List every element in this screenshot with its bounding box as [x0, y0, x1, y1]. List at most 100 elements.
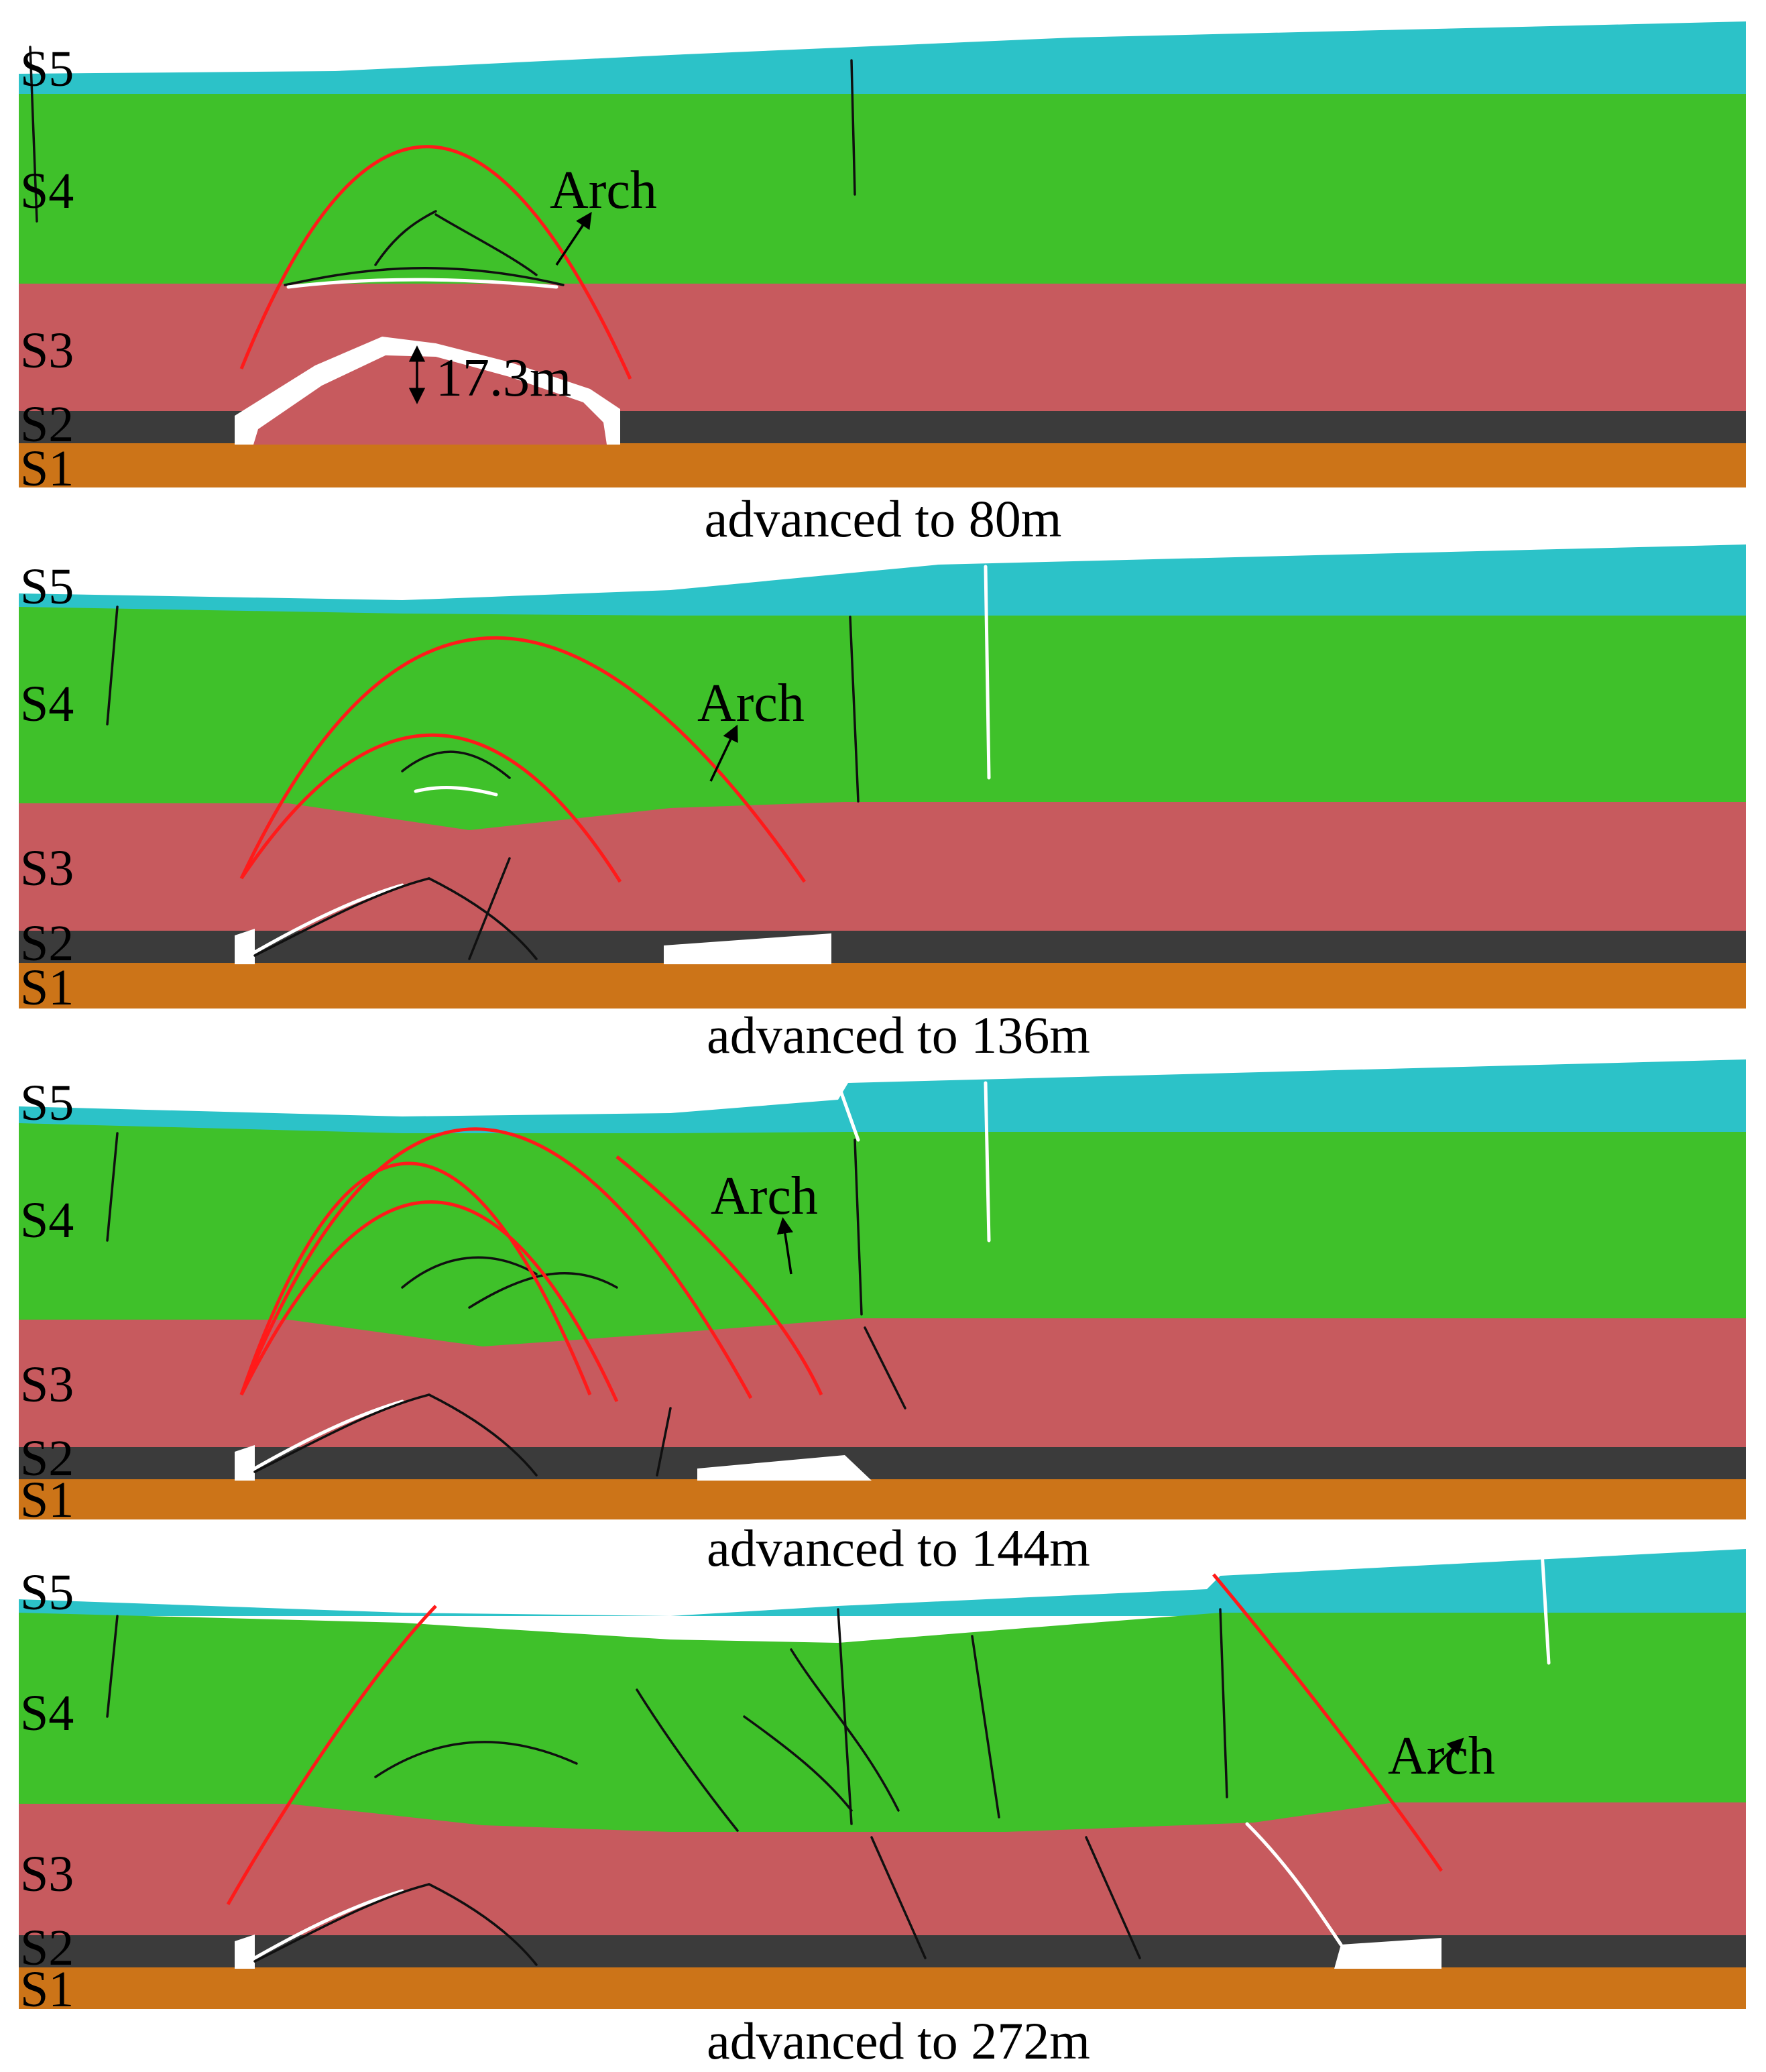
panel-caption: advanced to 144m: [707, 1519, 1090, 1577]
fracture-line: [870, 1836, 927, 1959]
fracture-line: [374, 210, 437, 266]
panel-80m: S5 S4 S3 S2 S1 Arch 17.3m advanced to 80…: [19, 21, 1746, 548]
caving-arch: [239, 1127, 753, 1399]
caving-arch: [239, 733, 622, 883]
layer-label-s3: S3: [20, 1357, 74, 1413]
fracture-line: [253, 877, 430, 957]
fracture-line: [1085, 1836, 1141, 1959]
layer-label-s1: S1: [20, 441, 74, 497]
layer-label-s5: S5: [20, 1075, 74, 1131]
goaf-void: [664, 933, 831, 964]
stratum-s1: [19, 443, 1746, 487]
caving-arch: [239, 636, 807, 883]
caving-arch: [239, 1200, 619, 1403]
panel-136m: S5 S4 S3 S2 S1 Arch advanced to 136m: [19, 544, 1746, 1064]
layer-label-s3: S3: [20, 323, 74, 379]
fracture-line: [849, 616, 860, 803]
layer-label-s4: S4: [20, 1685, 74, 1741]
stratum-s4: [19, 1613, 1746, 1834]
layer-label-s2: S2: [20, 1430, 74, 1487]
goaf-void: [235, 929, 255, 964]
fracture-line: [839, 1091, 860, 1142]
fracture-line: [743, 1715, 853, 1812]
fracture-line: [414, 786, 498, 797]
fracture-line: [29, 46, 38, 223]
layer-label-s5: S5: [20, 1564, 74, 1621]
stratum-s1: [19, 1479, 1746, 1519]
goaf-void: [235, 1935, 255, 1969]
fracture-line: [468, 857, 511, 960]
fracture-line: [253, 883, 404, 954]
fracture-line: [984, 565, 991, 780]
fracture-line: [434, 213, 538, 276]
arch-label: Arch: [711, 1167, 818, 1226]
goaf-void: [235, 1445, 255, 1481]
stratum-s1: [19, 1967, 1746, 2009]
dimension-label: 17.3m: [436, 349, 571, 408]
fracture-line: [106, 606, 119, 726]
layer-label-s2: S2: [20, 1920, 74, 1976]
fracture-line: [253, 1399, 404, 1471]
layer-label-s5: S5: [20, 559, 74, 615]
fracture-line: [656, 1407, 672, 1477]
stratum-s5: [19, 21, 1746, 95]
layer-label-s2: S2: [20, 396, 74, 453]
panel-caption: advanced to 80m: [705, 490, 1062, 548]
layer-label-s4: S4: [20, 163, 74, 219]
layer-label-s3: S3: [20, 1846, 74, 1902]
panel-144m: S5 S4 S3 S2 S1 Arch advanced to 144m: [19, 1059, 1746, 1577]
layer-label-s1: S1: [20, 1961, 74, 2018]
caving-arch: [615, 1155, 823, 1396]
arch-pointer-arrow: [776, 1217, 794, 1275]
stratum-s4: [19, 607, 1746, 831]
stratum-s5: [19, 544, 1746, 617]
stratum-s5: [19, 1059, 1746, 1133]
fracture-line: [1245, 1822, 1343, 1947]
arch-label: Arch: [697, 674, 805, 733]
fracture-line: [253, 1393, 430, 1473]
layer-label-s1: S1: [20, 960, 74, 1016]
fracture-line: [286, 278, 558, 289]
fracture-line: [1219, 1608, 1228, 1798]
caving-arch: [239, 1161, 592, 1395]
fracture-line: [790, 1648, 900, 1812]
fracture-line: [106, 1132, 119, 1242]
stratum-s2: [19, 1935, 1746, 1969]
layer-label-s4: S4: [20, 676, 74, 732]
layer-label-s2: S2: [20, 915, 74, 972]
stratum-s2: [19, 931, 1746, 964]
fracture-line: [401, 750, 511, 779]
layer-label-s5: S5: [20, 41, 74, 97]
stratum-s5: [19, 1549, 1746, 1616]
goaf-void: [1334, 1938, 1441, 1969]
fracture-line: [984, 1081, 991, 1243]
panel-caption: advanced to 136m: [707, 1006, 1090, 1064]
fracture-line: [971, 1635, 1000, 1819]
arch-pointer-arrow: [709, 724, 738, 782]
fracture-line: [864, 1326, 906, 1409]
fracture-line: [1540, 1550, 1551, 1665]
fracture-line: [374, 1741, 578, 1778]
fracture-line: [853, 1139, 863, 1316]
layer-label-s4: S4: [20, 1192, 74, 1249]
fracture-line: [428, 1393, 538, 1477]
layer-label-s3: S3: [20, 840, 74, 897]
caving-arch: [239, 145, 632, 380]
fracture-line: [428, 1883, 538, 1966]
fracture-line: [401, 1256, 538, 1289]
arch-label: Arch: [550, 161, 657, 220]
fracture-line: [106, 1615, 119, 1718]
layer-label-s1: S1: [20, 1472, 74, 1528]
stratum-s3: [19, 1318, 1746, 1448]
stratum-s2: [19, 1447, 1746, 1481]
arch-pointer-arrow: [1427, 1737, 1464, 1775]
stratum-s3: [19, 802, 1746, 932]
stratum-s1: [19, 963, 1746, 1009]
fracture-line: [850, 59, 856, 196]
fracture-line: [284, 267, 565, 286]
fracture-line: [636, 1688, 739, 1832]
stratum-s4: [19, 94, 1746, 285]
fracture-line: [253, 1889, 404, 1960]
caving-arch: [226, 1605, 437, 1906]
